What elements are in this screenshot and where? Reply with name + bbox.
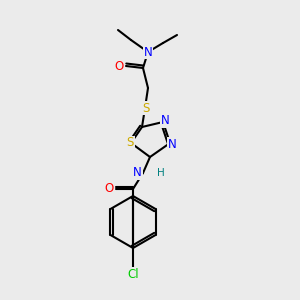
Text: N: N: [160, 115, 169, 128]
Text: N: N: [168, 137, 176, 151]
Text: N: N: [133, 167, 142, 179]
Text: H: H: [157, 168, 165, 178]
Text: O: O: [105, 182, 114, 196]
Text: O: O: [115, 59, 124, 73]
Text: S: S: [142, 101, 150, 115]
Text: N: N: [144, 46, 152, 59]
Text: S: S: [126, 136, 134, 149]
Text: Cl: Cl: [127, 268, 139, 281]
